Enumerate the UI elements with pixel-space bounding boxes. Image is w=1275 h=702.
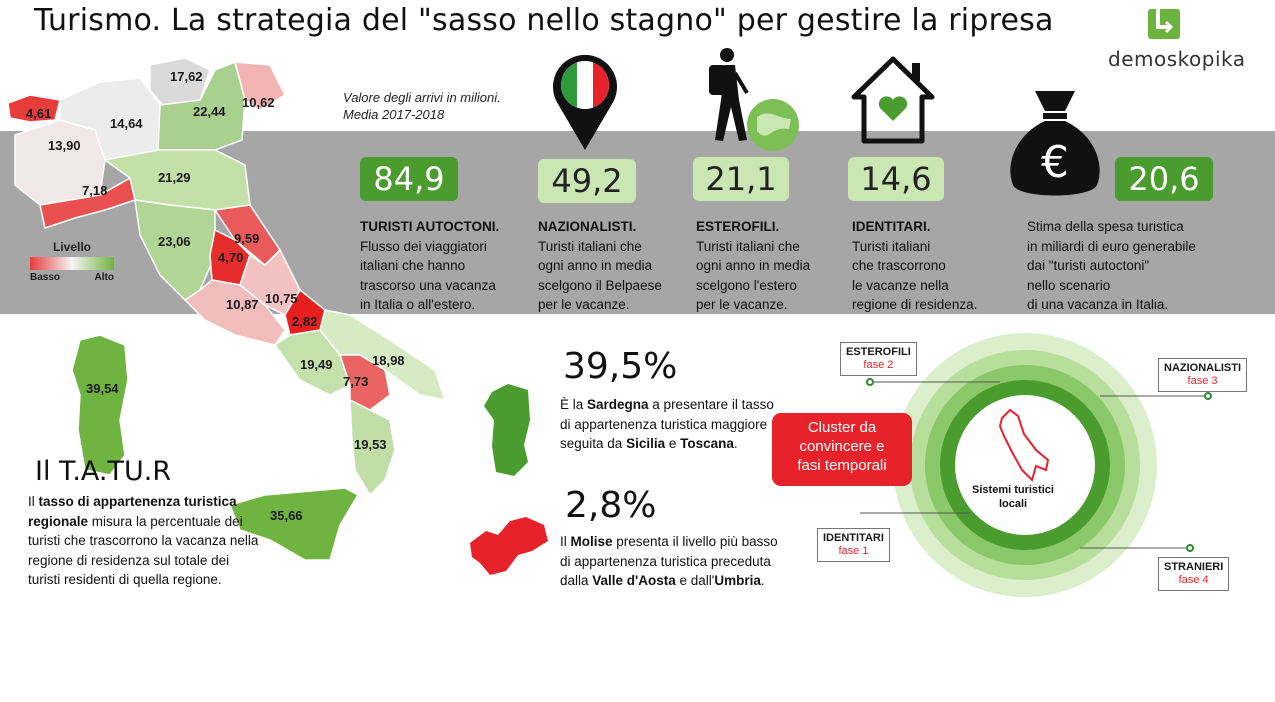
italy-pin-icon bbox=[553, 54, 617, 151]
concentric-circles-diagram bbox=[893, 333, 1157, 597]
region-value: 35,66 bbox=[270, 508, 303, 523]
phase-identitari: IDENTITARI fase 1 bbox=[817, 528, 890, 562]
tatur-description: Il tasso di appartenenza turistica regio… bbox=[28, 494, 259, 587]
region-value: 9,59 bbox=[234, 231, 260, 246]
region-value: 4,70 bbox=[218, 250, 244, 265]
stat-value-nazionalisti: 49,2 bbox=[538, 159, 636, 203]
svg-text:€: € bbox=[1041, 137, 1069, 188]
category-autoctoni: TURISTI AUTOCTONI. Flusso dei viaggiator… bbox=[360, 219, 500, 312]
legend-high: Alto bbox=[94, 272, 114, 283]
region-sardegna bbox=[71, 334, 129, 476]
stat-value-identitari: 14,6 bbox=[848, 157, 944, 201]
region-value: 10,75 bbox=[265, 291, 298, 306]
highlight-high-pct: 39,5% bbox=[563, 346, 678, 387]
region-value: 10,87 bbox=[226, 297, 259, 312]
region-abruzzo bbox=[239, 248, 301, 316]
money-bag-icon: € bbox=[1010, 91, 1100, 196]
region-value: 7,18 bbox=[82, 183, 108, 198]
phase-stranieri: STRANIERI fase 4 bbox=[1158, 557, 1230, 591]
category-nazionalisti: NAZIONALISTI. Turisti italiani che ogni … bbox=[538, 219, 662, 312]
region-value: 10,62 bbox=[242, 95, 275, 110]
region-valle-daosta bbox=[7, 94, 61, 123]
region-value: 7,73 bbox=[343, 374, 369, 389]
region-value: 19,49 bbox=[300, 357, 333, 372]
brand-logo-icon bbox=[1148, 9, 1180, 39]
map-legend: Livello Basso Alto bbox=[30, 240, 120, 283]
legend-title: Livello bbox=[52, 240, 91, 254]
region-value: 23,06 bbox=[158, 234, 191, 249]
region-value: 14,64 bbox=[110, 116, 143, 131]
italy-map bbox=[7, 57, 447, 561]
region-value: 19,53 bbox=[354, 437, 387, 452]
arrivi-note: Valore degli arrivi in milioni. Media 20… bbox=[343, 90, 501, 122]
region-friuli bbox=[234, 61, 286, 111]
category-identitari: IDENTITARI. Turisti italiani che trascor… bbox=[852, 219, 978, 312]
phase-connectors bbox=[860, 378, 1212, 552]
region-value: 18,98 bbox=[372, 353, 405, 368]
highlight-high-text: È la Sardegna a presentare il tasso di a… bbox=[560, 397, 774, 451]
region-value: 21,29 bbox=[158, 170, 191, 185]
region-sicilia bbox=[228, 487, 360, 561]
cluster-label-box: Cluster da convincere e fasi temporali bbox=[772, 413, 912, 486]
region-toscana bbox=[134, 199, 216, 301]
home-heart-icon bbox=[851, 56, 935, 144]
legend-low: Basso bbox=[30, 272, 61, 283]
tatur-title: Il T.A.TU.R bbox=[35, 456, 172, 487]
region-calabria bbox=[349, 398, 396, 497]
sardegna-shape-icon bbox=[484, 384, 530, 476]
region-value: 4,61 bbox=[26, 106, 52, 121]
region-value: 17,62 bbox=[170, 69, 203, 84]
stat-value-esterofili: 21,1 bbox=[693, 157, 789, 201]
region-value: 22,44 bbox=[193, 104, 226, 119]
region-value: 2,82 bbox=[292, 314, 318, 329]
traveler-globe-icon bbox=[709, 48, 799, 151]
phase-esterofili: ESTEROFILI fase 2 bbox=[840, 342, 917, 376]
region-basilicata bbox=[338, 354, 391, 411]
phase-nazionalisti: NAZIONALISTI fase 3 bbox=[1158, 358, 1247, 392]
category-esterofili: ESTEROFILI. Turisti italiani che ogni an… bbox=[696, 219, 811, 312]
circle-center-label: Sistemi turistici locali bbox=[972, 484, 1054, 510]
brand-logo: demoskopika bbox=[1108, 5, 1245, 75]
molise-shape-icon bbox=[470, 517, 548, 575]
page-title: Turismo. La strategia del "sasso nello s… bbox=[34, 3, 1054, 38]
category-spesa: Stima della spesa turistica in miliardi … bbox=[1027, 219, 1196, 312]
region-lazio bbox=[183, 279, 286, 346]
highlight-low-text: Il Molise presenta il livello più basso … bbox=[560, 534, 778, 588]
legend-gradient bbox=[30, 257, 114, 270]
stat-value-autoctoni: 84,9 bbox=[360, 157, 458, 201]
region-value: 13,90 bbox=[48, 138, 81, 153]
region-value: 39,54 bbox=[86, 381, 119, 396]
brand-logo-text: demoskopika bbox=[1108, 47, 1246, 71]
stat-value-spesa: 20,6 bbox=[1115, 157, 1213, 201]
highlight-low-pct: 2,8% bbox=[565, 485, 657, 526]
